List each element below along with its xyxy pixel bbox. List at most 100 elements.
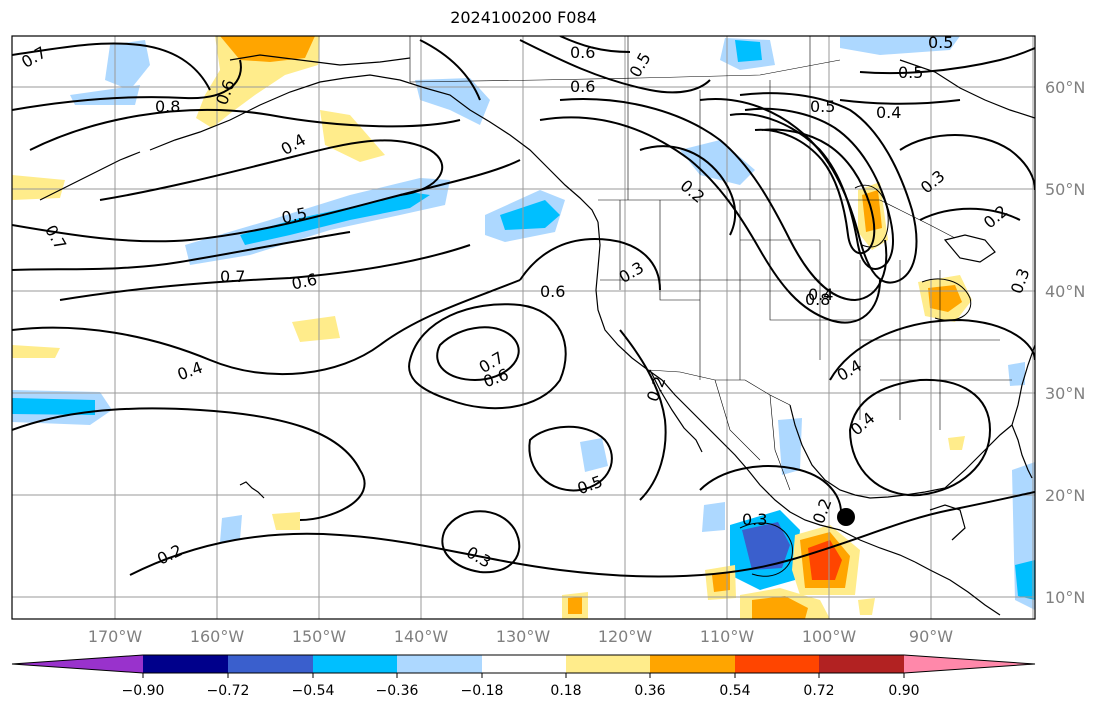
positive-anomaly-mid: [292, 316, 340, 342]
hudson-coast: [899, 59, 1035, 119]
contour-0.4-loop: [29, 108, 461, 151]
colorbar-tick-label: −0.18: [461, 683, 504, 699]
station-marker: [837, 508, 855, 526]
positive-anomaly-east: [858, 598, 875, 615]
lon-label-140w: 140°W: [394, 627, 449, 646]
contour-0.6-loop: [408, 303, 567, 410]
borders: [409, 36, 1012, 491]
colorbar-tick-label: 0.18: [550, 683, 581, 699]
contour-label: 0.7: [220, 267, 245, 286]
contour-trough-4: [729, 107, 894, 270]
contour-trough-1: [539, 116, 881, 324]
lon-label-170w: 170°W: [88, 627, 143, 646]
contour-0.7-loop: [436, 326, 520, 382]
colorbar: −0.90 −0.72 −0.54 −0.36 −0.18 0.18 0.36 0.54 0.7…: [11, 654, 1036, 699]
colorbar-swatch: [228, 655, 313, 673]
us-mexico-border: [647, 369, 791, 406]
lat-label-40n: 40°N: [1045, 282, 1085, 301]
province-line-5: [409, 59, 841, 83]
lat-label-30n: 30°N: [1045, 384, 1085, 403]
positive-anomaly-ohio-core: [928, 285, 962, 312]
contour-label: 0.3: [742, 510, 767, 529]
central-america: [914, 561, 1001, 616]
east-coast: [1011, 344, 1035, 426]
map-frame: [11, 35, 1036, 620]
negative-anomaly-caribbean-core: [1015, 560, 1035, 600]
colorbar-swatch: [143, 655, 228, 673]
colorbar-tick-label: 0.72: [803, 683, 834, 699]
contour-0.4-east: [848, 378, 992, 497]
contour-label: 0.5: [928, 33, 953, 52]
positive-anomaly-small3-core: [712, 572, 730, 592]
lat-label-10n: 10°N: [1045, 588, 1085, 607]
contour-label: 0.6: [540, 282, 565, 301]
contour-0.5-upper: [99, 139, 444, 201]
colorbar-tick-label: −0.36: [376, 683, 419, 699]
positive-anomaly-pacific-mx-core: [808, 540, 842, 580]
lon-label-90w: 90°W: [909, 627, 953, 646]
lon-label-110w: 110°W: [700, 627, 755, 646]
contour-0.5-loop: [528, 425, 613, 492]
contour-0.4-hudson: [839, 99, 961, 105]
longitude-labels: 170°W 160°W 150°W 140°W 130°W 120°W 110°…: [88, 627, 953, 646]
hawaii: [239, 481, 265, 499]
latitude-labels: 60°N 50°N 40°N 30°N 20°N 10°N: [1045, 78, 1085, 607]
contour-0.6-gulf-ak: [519, 39, 711, 94]
negative-anomaly-florida: [1008, 362, 1025, 386]
lon-label-160w: 160°W: [190, 627, 245, 646]
graticule: [12, 36, 1035, 619]
positive-anomaly-alaska-core: [220, 36, 315, 62]
contour-label: 0.5: [810, 97, 835, 116]
contour-label: 0.6: [290, 270, 319, 294]
gulf-coast: [789, 404, 1013, 499]
contour-0.7-north: [12, 42, 211, 91]
contour-label: 0.6: [570, 77, 595, 96]
colorbar-swatch: [313, 655, 397, 673]
contour-trough-5: [754, 128, 876, 255]
yucatan: [929, 504, 966, 541]
florida: [1011, 424, 1033, 479]
contour-label: 0.8: [155, 97, 180, 116]
mexico-state-2: [769, 394, 791, 491]
thin-contours: [739, 184, 972, 577]
lon-label-120w: 120°W: [598, 627, 653, 646]
contour-0.2-south: [129, 491, 1035, 578]
positive-anomaly-small4-core: [568, 597, 582, 614]
colorbar-tick-label: −0.54: [292, 683, 335, 699]
colorbar-swatch: [566, 655, 650, 673]
negative-anomaly-west-pac-core: [12, 398, 95, 415]
lon-label-150w: 150°W: [292, 627, 347, 646]
state-line-2: [659, 200, 700, 301]
aleutian-chain: [39, 151, 141, 201]
contour-0.6-band: [59, 244, 471, 301]
thin-contour-3: [739, 522, 793, 577]
colorbar-swatch: [904, 655, 1035, 673]
negative-anomaly-coast-core: [500, 200, 560, 230]
colorbar-tick-label: 0.36: [634, 683, 665, 699]
contour-0.4-band: [12, 279, 521, 376]
thin-contour-1: [854, 184, 889, 248]
negative-anomaly-small1: [220, 515, 242, 542]
map-title: 2024100200 F084: [450, 8, 597, 27]
contour-label: 0.5: [280, 204, 309, 228]
negative-anomaly-pnw: [680, 140, 755, 185]
contour-trough-2: [559, 98, 888, 302]
contour-0.7-band: [12, 231, 351, 271]
negative-anomaly-canada-core: [735, 40, 762, 62]
great-lakes: [943, 234, 996, 263]
contour-0.3-big: [12, 407, 366, 521]
contour-0.3-mexico: [699, 465, 842, 521]
mexico-state-1: [714, 379, 761, 461]
thin-contour-2: [921, 278, 972, 321]
colorbar-swatch: [397, 655, 482, 673]
contour-0.2-coast: [619, 329, 667, 501]
negative-anomaly-bc: [415, 78, 490, 125]
contour-trough-6: [639, 145, 737, 236]
lon-label-130w: 130°W: [496, 627, 551, 646]
contour-label: 0.4: [876, 103, 901, 122]
contour-0.5-gulf-ak: [419, 39, 481, 101]
contour-label: 0.5: [898, 63, 923, 82]
colorbar-swatch: [12, 655, 143, 673]
contour-0.7-gulf-ak: [559, 36, 631, 53]
